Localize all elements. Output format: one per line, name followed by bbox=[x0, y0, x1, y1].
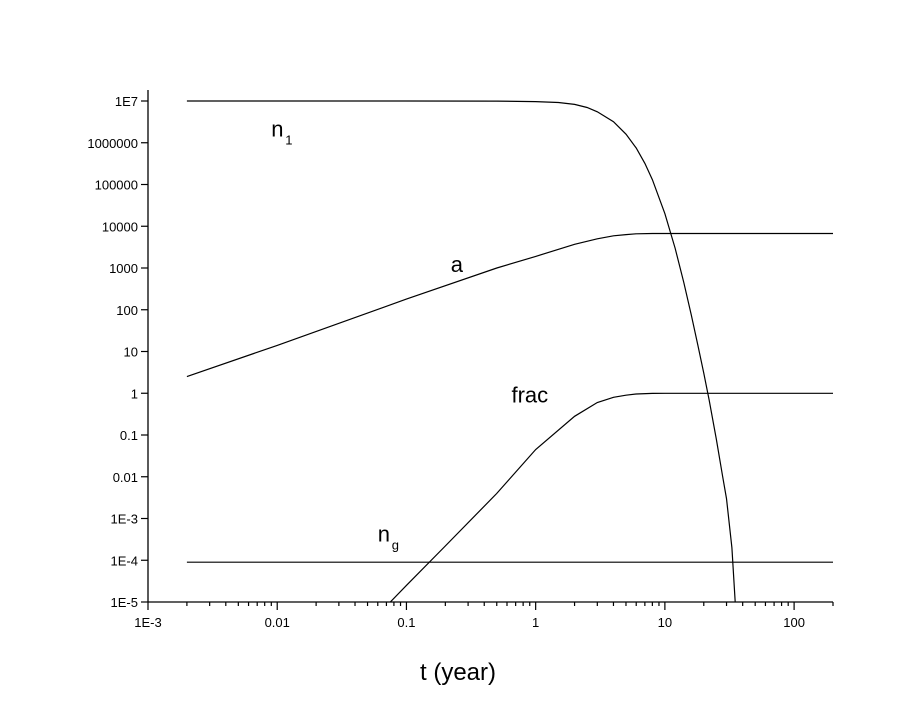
series-label-n1: n bbox=[271, 117, 283, 142]
series-frac-line bbox=[389, 392, 833, 602]
y-tick-label: 10 bbox=[124, 345, 138, 360]
y-tick-label: 1 bbox=[131, 386, 138, 401]
x-tick-label: 10 bbox=[658, 615, 672, 630]
y-tick-label: 1E-3 bbox=[111, 512, 138, 527]
x-tick-label: 100 bbox=[783, 615, 805, 630]
y-tick-label: 1000000 bbox=[87, 136, 138, 151]
y-tick-label: 100000 bbox=[95, 178, 138, 193]
y-tick-label: 10000 bbox=[102, 219, 138, 234]
x-tick-label: 0.01 bbox=[265, 615, 290, 630]
x-tick-label: 1E-3 bbox=[134, 615, 161, 630]
x-tick-label: 1 bbox=[532, 615, 539, 630]
y-tick-label: 1E-4 bbox=[111, 553, 138, 568]
series-label-ng-subscript: g bbox=[392, 538, 399, 553]
y-tick-label: 0.01 bbox=[113, 470, 138, 485]
series-label-frac: frac bbox=[511, 383, 548, 408]
y-tick-label: 100 bbox=[116, 303, 138, 318]
series-a-line bbox=[186, 232, 833, 378]
series-label-a: a bbox=[451, 252, 464, 277]
y-tick-label: 1E-5 bbox=[111, 595, 138, 610]
series-label-ng: n bbox=[378, 522, 390, 547]
y-tick-label: 1000 bbox=[109, 261, 138, 276]
y-tick-label: 1E7 bbox=[115, 94, 138, 109]
axes bbox=[147, 90, 833, 603]
series-label-n1-subscript: 1 bbox=[285, 133, 292, 148]
x-axis-title: t (year) bbox=[420, 659, 496, 686]
series-n1-line bbox=[186, 100, 736, 602]
series-layer bbox=[186, 100, 833, 602]
x-axis-ticks: 1E-3 0.01 0.1 1 10 100 bbox=[134, 602, 834, 630]
x-tick-label: 0.1 bbox=[397, 615, 415, 630]
y-tick-label: 0.1 bbox=[120, 428, 138, 443]
y-axis-ticks: 1E-5 1E-4 1E-3 0.01 0.1 1 10 100 1000 10000 100000… bbox=[87, 94, 148, 610]
